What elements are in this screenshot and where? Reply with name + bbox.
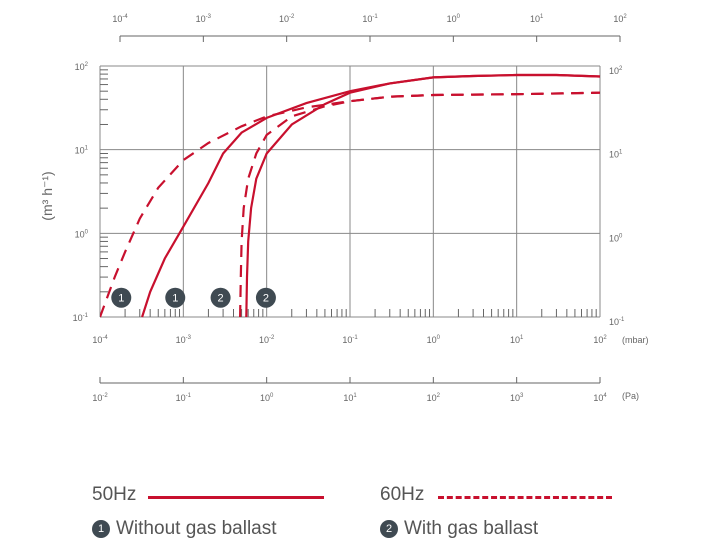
legend-without-ballast: 1 Without gas ballast xyxy=(92,518,277,540)
badge-2-icon: 2 xyxy=(380,519,398,538)
y-tick-label-right: 102 xyxy=(609,66,623,76)
legend-60hz-dashed-line xyxy=(438,496,612,499)
pa-tick-label: 103 xyxy=(510,393,524,403)
series-line-50Hz-2 xyxy=(245,73,601,318)
x-tick-label-mbar: 10-3 xyxy=(176,335,192,345)
x-unit-mbar: (mbar) xyxy=(622,335,649,345)
top-axis-tick-label: 102 xyxy=(613,14,627,24)
y-tick-label-left: 100 xyxy=(75,229,89,239)
x-tick-label-mbar: 10-2 xyxy=(259,335,275,345)
y-tick-label-right: 100 xyxy=(609,233,623,243)
top-axis-tick-label: 100 xyxy=(447,14,461,24)
pa-tick-label: 10-2 xyxy=(92,393,108,403)
series-line-50Hz-1 xyxy=(141,73,601,318)
top-axis-tick-label: 101 xyxy=(530,14,544,24)
curve-marker-2-circle xyxy=(255,287,276,308)
curve-marker-2-circle xyxy=(210,287,231,308)
top-axis-tick-label: 10-3 xyxy=(196,14,212,24)
legend-without-ballast-label: Without gas ballast xyxy=(116,518,277,539)
pa-tick-label: 101 xyxy=(343,393,357,403)
legend-50hz-solid-line xyxy=(148,496,324,499)
pa-tick-label: 104 xyxy=(593,393,607,403)
top-axis-tick-label: 10-1 xyxy=(362,14,378,24)
pa-tick-label: 102 xyxy=(427,393,441,403)
curve-marker-label: 1 xyxy=(118,293,124,305)
pumping-speed-chart: 10-4 10-3 10-2 10-1 100 101 102 10-4 10-3 10-2 10-… xyxy=(39,14,649,403)
x-tick-label-mbar: 102 xyxy=(593,335,607,345)
x-tick-label-mbar: 100 xyxy=(427,335,441,345)
top-axis-tick-label: 10-4 xyxy=(112,14,128,24)
y-tick-label-left: 101 xyxy=(75,146,89,156)
y-tick-label-left: 10-1 xyxy=(73,313,89,323)
top-axis-tick-label: 10-2 xyxy=(279,14,295,24)
legend-with-ballast: 2 With gas ballast xyxy=(380,518,538,540)
legend-50hz-label: 50Hz xyxy=(92,484,137,505)
y-axis-label: (m³ h⁻¹) xyxy=(39,171,55,220)
curve-marker-1-circle xyxy=(165,287,186,308)
y-tick-label-left: 102 xyxy=(75,62,89,72)
x-tick-label-mbar: 10-1 xyxy=(342,335,358,345)
curve-marker-label: 2 xyxy=(218,293,224,305)
x-unit-pa: (Pa) xyxy=(622,391,639,401)
pa-tick-label: 100 xyxy=(260,393,274,403)
x-tick-label-mbar: 101 xyxy=(510,335,524,345)
y-tick-label-right: 101 xyxy=(609,150,623,160)
series-line-60Hz-2 xyxy=(239,91,601,318)
legend-60hz-label: 60Hz xyxy=(380,484,425,505)
legend-with-ballast-label: With gas ballast xyxy=(404,518,539,539)
curve-marker-label: 1 xyxy=(172,293,178,305)
y-tick-label-right: 10-1 xyxy=(609,317,625,327)
curve-marker-1-circle xyxy=(111,287,132,308)
badge-1-icon: 1 xyxy=(92,519,110,538)
curve-marker-label: 2 xyxy=(263,293,269,305)
pa-tick-label: 10-1 xyxy=(176,393,192,403)
x-tick-label-mbar: 10-4 xyxy=(92,335,108,345)
